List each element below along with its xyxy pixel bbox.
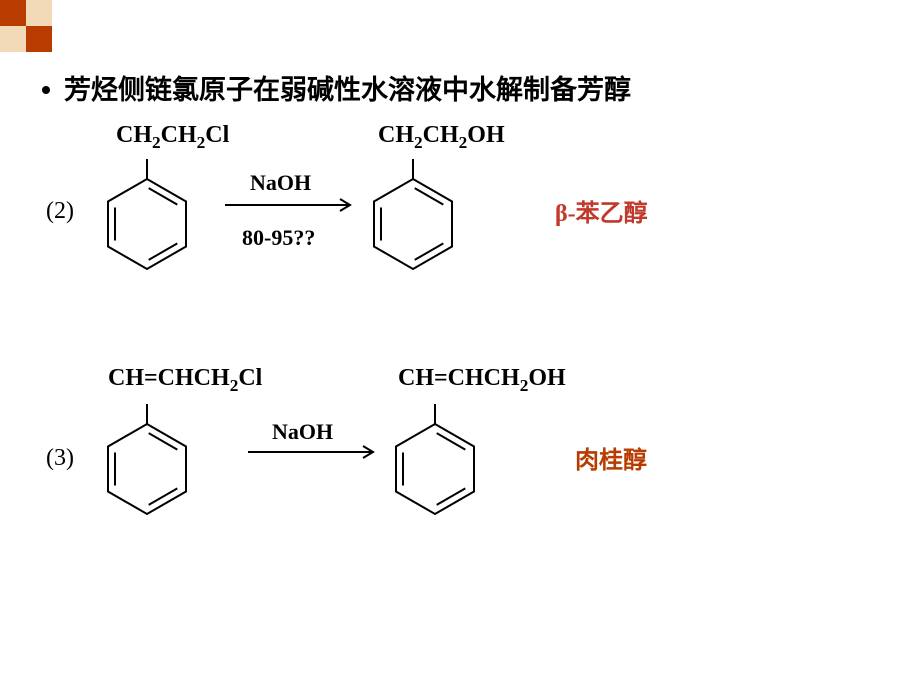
reaction-index: (2) <box>46 198 74 225</box>
reactant-formula: CH2CH2Cl <box>116 122 229 153</box>
reagent-bottom: 80-95?? <box>242 225 315 251</box>
product-name: β-苯乙醇 <box>555 193 648 228</box>
slide-title: 芳烃侧链氯原子在弱碱性水溶液中水解制备芳醇 <box>42 68 631 107</box>
reaction-arrow-icon <box>225 195 360 220</box>
reactant-formula: CH=CHCH2Cl <box>108 365 262 396</box>
reaction-arrow-icon <box>248 442 383 467</box>
product-name: 肉桂醇 <box>575 440 647 475</box>
product-formula: CH2CH2OH <box>378 122 505 153</box>
reagent-top: NaOH <box>250 170 311 196</box>
benzene-ring-icon <box>358 155 468 280</box>
corner-decoration <box>0 0 60 60</box>
benzene-ring-icon <box>380 400 490 525</box>
reaction-index: (3) <box>46 445 74 472</box>
title-text: 芳烃侧链氯原子在弱碱性水溶液中水解制备芳醇 <box>64 75 631 105</box>
benzene-ring-icon <box>92 155 202 280</box>
bullet-icon <box>42 86 50 94</box>
benzene-ring-icon <box>92 400 202 525</box>
product-formula: CH=CHCH2OH <box>398 365 566 396</box>
